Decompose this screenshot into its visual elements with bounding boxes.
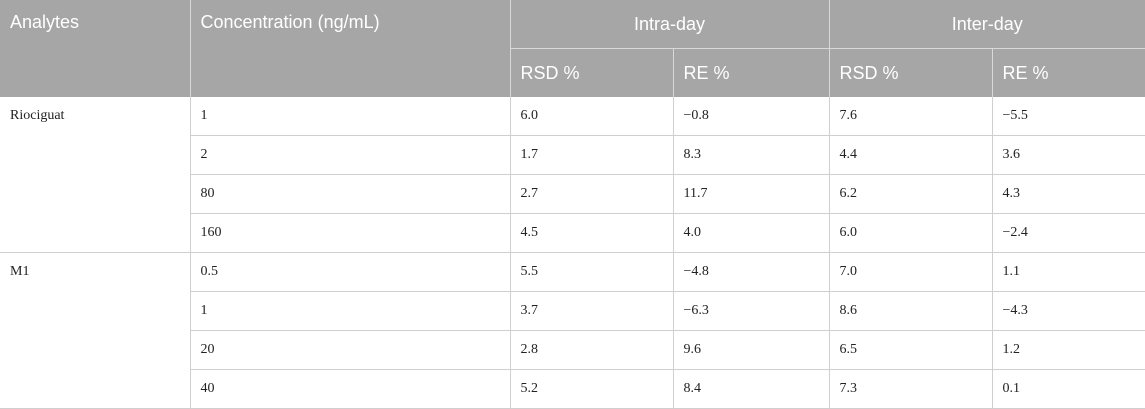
intra-rsd-cell: 3.7: [510, 291, 674, 331]
header-analytes: Analytes: [0, 0, 191, 97]
inter-re-cell: 4.3: [992, 174, 1145, 214]
inter-rsd-cell: 7.6: [829, 97, 993, 136]
table-row: 2 1.7 8.3 4.4 3.6: [0, 135, 1145, 175]
intra-rsd-cell: 1.7: [510, 135, 674, 175]
intra-re-cell: −0.8: [673, 97, 830, 136]
table-row: 80 2.7 11.7 6.2 4.3: [0, 174, 1145, 214]
intra-rsd-cell: 6.0: [510, 97, 674, 136]
table-row: Riociguat 1 6.0 −0.8 7.6 −5.5: [0, 97, 1145, 253]
header-inter-re: RE %: [992, 48, 1145, 97]
inter-re-cell: 0.1: [992, 369, 1145, 409]
header-inter-day: Inter-day: [829, 0, 1145, 49]
inter-rsd-cell: 7.3: [829, 369, 993, 409]
concentration-cell: 80: [190, 174, 511, 214]
intra-rsd-cell: 5.2: [510, 369, 674, 409]
inter-rsd-cell: 8.6: [829, 291, 993, 331]
table-row: 20 2.8 9.6 6.5 1.2: [0, 330, 1145, 370]
concentration-cell: 0.5: [190, 252, 511, 292]
intra-re-cell: 9.6: [673, 330, 830, 370]
inter-rsd-cell: 6.5: [829, 330, 993, 370]
concentration-cell: 1: [190, 291, 511, 331]
intra-rsd-cell: 5.5: [510, 252, 674, 292]
intra-re-cell: 4.0: [673, 213, 830, 253]
intra-re-cell: 8.4: [673, 369, 830, 409]
table-row: 40 5.2 8.4 7.3 0.1: [0, 369, 1145, 409]
intra-rsd-cell: 2.8: [510, 330, 674, 370]
analyte-cell: M1: [0, 252, 191, 409]
analyte-cell: Riociguat: [0, 97, 191, 253]
intra-rsd-cell: 2.7: [510, 174, 674, 214]
table-row: M1 0.5 5.5 −4.8 7.0 1.1: [0, 252, 1145, 409]
inter-re-cell: 1.1: [992, 252, 1145, 292]
concentration-cell: 1: [190, 97, 511, 136]
inter-rsd-cell: 6.0: [829, 213, 993, 253]
intra-re-cell: −4.8: [673, 252, 830, 292]
table-body: Riociguat 1 6.0 −0.8 7.6 −5.5 2 1.7 8.3 4.4 3.6 80 2…: [0, 97, 1145, 409]
header-intra-re: RE %: [673, 48, 830, 97]
inter-re-cell: −4.3: [992, 291, 1145, 331]
header-intra-day: Intra-day: [510, 0, 830, 49]
concentration-cell: 20: [190, 330, 511, 370]
concentration-cell: 40: [190, 369, 511, 409]
inter-re-cell: 3.6: [992, 135, 1145, 175]
table-header: Analytes Concentration (ng/mL) Intra-day…: [0, 0, 1145, 97]
header-row-top: Analytes Concentration (ng/mL) Intra-day…: [0, 0, 1145, 97]
inter-rsd-cell: 4.4: [829, 135, 993, 175]
header-inter-rsd: RSD %: [829, 48, 993, 97]
table-row: 1 3.7 −6.3 8.6 −4.3: [0, 291, 1145, 331]
table-row: 160 4.5 4.0 6.0 −2.4: [0, 213, 1145, 253]
header-intra-rsd: RSD %: [510, 48, 674, 97]
intra-re-cell: 8.3: [673, 135, 830, 175]
intra-re-cell: −6.3: [673, 291, 830, 331]
concentration-cell: 160: [190, 213, 511, 253]
inter-re-cell: −2.4: [992, 213, 1145, 253]
intra-rsd-cell: 4.5: [510, 213, 674, 253]
inter-rsd-cell: 6.2: [829, 174, 993, 214]
inter-re-cell: −5.5: [992, 97, 1145, 136]
intra-re-cell: 11.7: [673, 174, 830, 214]
concentration-cell: 2: [190, 135, 511, 175]
header-row-sub: RSD % RE % RSD % RE %: [0, 48, 1145, 97]
header-concentration: Concentration (ng/mL): [190, 0, 511, 97]
inter-re-cell: 1.2: [992, 330, 1145, 370]
inter-rsd-cell: 7.0: [829, 252, 993, 292]
